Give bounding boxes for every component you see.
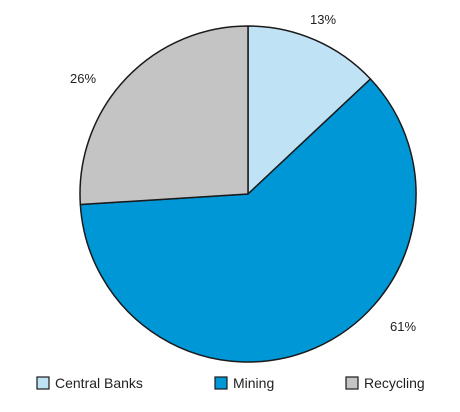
pie-slices — [79, 25, 417, 363]
pie-slice-recycling — [79, 25, 249, 206]
legend-swatch-central-banks — [36, 376, 50, 390]
pie-slice-mining — [79, 78, 417, 363]
slice-labels: 13% 61% 26% — [70, 12, 416, 334]
legend-label-mining: Mining — [233, 375, 274, 391]
slice-label-recycling: 26% — [70, 71, 96, 86]
slice-label-mining: 61% — [390, 319, 416, 334]
legend: Central Banks Mining Recycling — [36, 375, 425, 391]
legend-swatch-mining — [214, 376, 228, 390]
pie-slice-central-banks — [247, 25, 372, 195]
legend-swatch-recycling — [345, 376, 359, 390]
legend-label-central-banks: Central Banks — [55, 375, 143, 391]
slice-label-central-banks: 13% — [310, 12, 336, 27]
legend-label-recycling: Recycling — [364, 375, 425, 391]
